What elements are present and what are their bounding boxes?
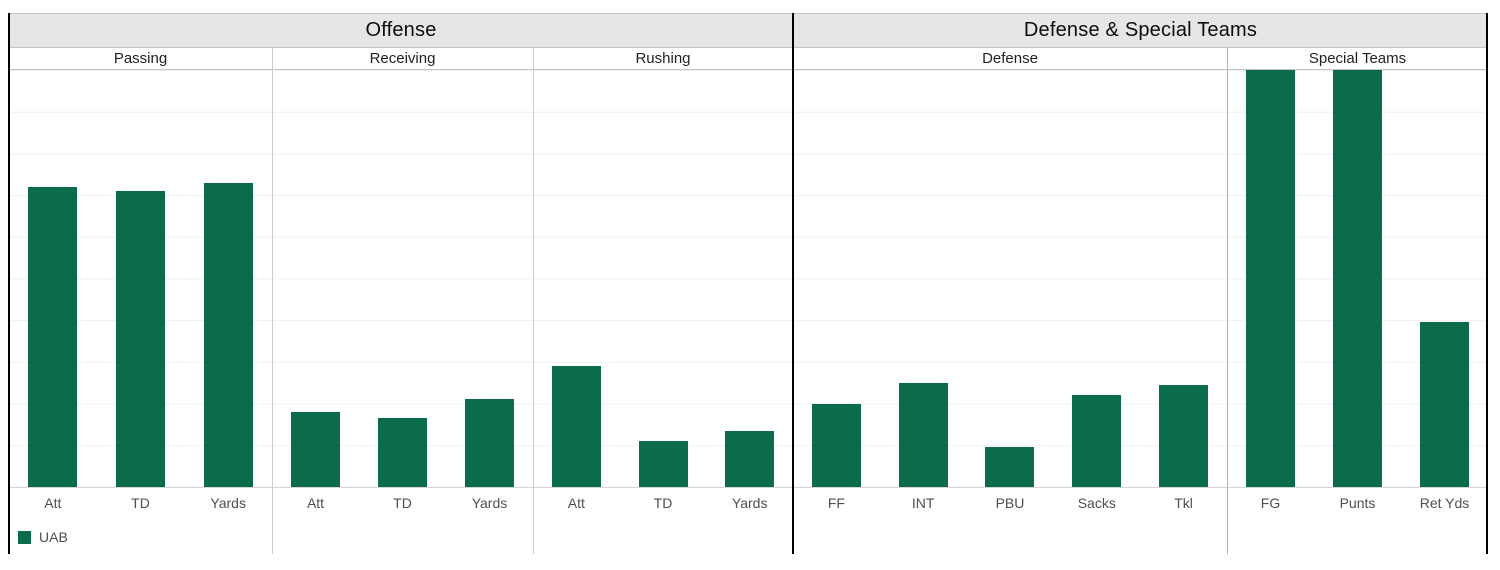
panel-header-row: Passing Receiving Rushing Defense Specia… <box>9 48 1488 70</box>
slot-defense-tkl <box>1140 70 1227 487</box>
bar-receiving-td[interactable] <box>378 418 427 487</box>
slot-receiving-att <box>272 70 359 487</box>
axis-label-receiving-att[interactable]: Att <box>306 495 325 511</box>
axis-label-defense-int[interactable]: INT <box>911 495 935 511</box>
slot-receiving-yards <box>446 70 533 487</box>
xlabels-rushing: Att TD Yards <box>533 492 793 514</box>
slot-rushing-td <box>620 70 707 487</box>
axis-label-rushing-att[interactable]: Att <box>567 495 585 511</box>
bar-defense-int[interactable] <box>898 382 948 487</box>
panel-header-special-teams[interactable]: Special Teams <box>1308 50 1407 67</box>
panel-header-passing[interactable]: Passing <box>113 50 168 67</box>
legend[interactable]: UAB <box>18 529 68 545</box>
chart-right-border <box>1486 13 1488 554</box>
bar-defense-pbu[interactable] <box>985 447 1035 487</box>
plot-panel-defense <box>793 70 1227 487</box>
slot-special-teams-ret-yds <box>1401 70 1488 487</box>
bar-passing-yards[interactable] <box>203 182 253 487</box>
axis-label-special-teams-ret-yds[interactable]: Ret Yds <box>1419 495 1470 511</box>
xlabels-special-teams: FG Punts Ret Yds <box>1227 492 1488 514</box>
bar-rushing-yards[interactable] <box>725 430 775 487</box>
bar-defense-ff[interactable] <box>811 403 861 487</box>
axis-label-defense-ff[interactable]: FF <box>827 495 845 511</box>
xlabels-defense: FF INT PBU Sacks Tkl <box>793 492 1227 514</box>
axis-label-defense-sacks[interactable]: Sacks <box>1077 495 1116 511</box>
xlabels-receiving: Att TD Yards <box>272 492 533 514</box>
axis-label-special-teams-punts[interactable]: Punts <box>1339 495 1376 511</box>
axis-label-rushing-td[interactable]: TD <box>653 495 673 511</box>
slot-defense-sacks <box>1053 70 1140 487</box>
bar-defense-sacks[interactable] <box>1072 395 1122 487</box>
legend-label-uab[interactable]: UAB <box>39 529 68 545</box>
panel-divider-defense-special-teams <box>1227 48 1228 554</box>
section-header-offense[interactable]: Offense <box>365 19 437 41</box>
slot-rushing-yards <box>706 70 793 487</box>
xlabels-passing: Att TD Yards <box>9 492 272 514</box>
slot-passing-yards <box>184 70 272 487</box>
legend-swatch-uab <box>18 530 31 544</box>
section-divider <box>792 13 794 554</box>
plot-panel-receiving <box>272 70 533 487</box>
slot-special-teams-fg <box>1227 70 1314 487</box>
axis-label-receiving-td[interactable]: TD <box>393 495 412 511</box>
axis-label-receiving-yards[interactable]: Yards <box>471 495 508 511</box>
slot-rushing-att <box>533 70 620 487</box>
plot-panel-rushing <box>533 70 793 487</box>
axis-label-passing-att[interactable]: Att <box>44 495 62 511</box>
panel-header-rushing[interactable]: Rushing <box>635 50 691 67</box>
bar-special-teams-ret-yds[interactable] <box>1420 322 1469 487</box>
axis-label-passing-td[interactable]: TD <box>131 495 150 511</box>
axis-label-defense-pbu[interactable]: PBU <box>995 495 1025 511</box>
axis-label-defense-tkl[interactable]: Tkl <box>1174 495 1193 511</box>
bar-special-teams-punts[interactable] <box>1333 70 1382 487</box>
bar-receiving-att[interactable] <box>291 411 340 487</box>
slot-passing-att <box>9 70 97 487</box>
bar-passing-att[interactable] <box>28 186 78 487</box>
axis-label-passing-yards[interactable]: Yards <box>210 495 246 511</box>
slot-passing-td <box>97 70 185 487</box>
bar-special-teams-fg[interactable] <box>1246 70 1295 487</box>
axis-label-rushing-yards[interactable]: Yards <box>731 495 768 511</box>
axis-label-special-teams-fg[interactable]: FG <box>1260 495 1281 511</box>
panel-divider-receiving-rushing <box>533 48 534 554</box>
section-header-row: Offense Defense & Special Teams <box>9 13 1488 48</box>
slot-defense-int <box>880 70 967 487</box>
section-header-defense-special-teams[interactable]: Defense & Special Teams <box>1023 19 1258 41</box>
plot-panel-special-teams <box>1227 70 1488 487</box>
plot-panel-passing <box>9 70 272 487</box>
panel-divider-passing-receiving <box>272 48 273 554</box>
plot-area <box>9 70 1488 488</box>
bar-rushing-td[interactable] <box>638 441 688 487</box>
bar-rushing-att[interactable] <box>551 366 601 487</box>
slot-defense-ff <box>793 70 880 487</box>
panel-header-defense[interactable]: Defense <box>982 50 1038 67</box>
category-axis-row: Att TD Yards Att TD Yards Att TD Yards F… <box>9 492 1488 514</box>
bar-passing-td[interactable] <box>116 190 165 487</box>
bar-defense-tkl[interactable] <box>1159 384 1209 487</box>
bar-receiving-yards[interactable] <box>465 399 514 487</box>
slot-defense-pbu <box>967 70 1054 487</box>
slot-special-teams-punts <box>1314 70 1401 487</box>
chart-left-border <box>8 13 10 554</box>
slot-receiving-td <box>359 70 446 487</box>
panel-header-receiving[interactable]: Receiving <box>369 50 436 67</box>
